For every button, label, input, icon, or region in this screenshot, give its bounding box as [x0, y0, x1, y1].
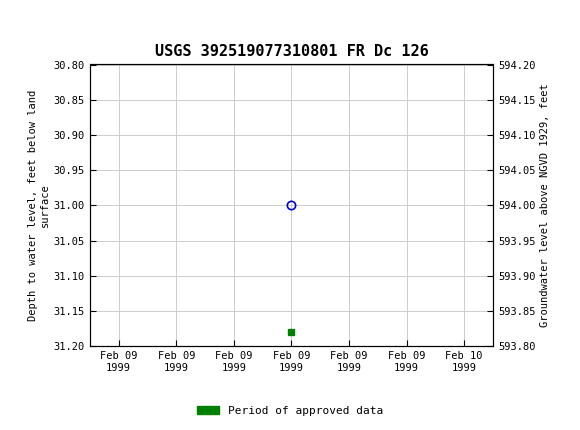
Y-axis label: Groundwater level above NGVD 1929, feet: Groundwater level above NGVD 1929, feet [539, 83, 549, 327]
Text: USGS: USGS [41, 14, 96, 31]
Legend: Period of approved data: Period of approved data [193, 401, 387, 420]
Y-axis label: Depth to water level, feet below land
surface: Depth to water level, feet below land su… [28, 90, 50, 321]
Title: USGS 392519077310801 FR Dc 126: USGS 392519077310801 FR Dc 126 [155, 44, 428, 59]
Text: ≋: ≋ [3, 11, 24, 34]
Bar [3, 3, 67, 42]
